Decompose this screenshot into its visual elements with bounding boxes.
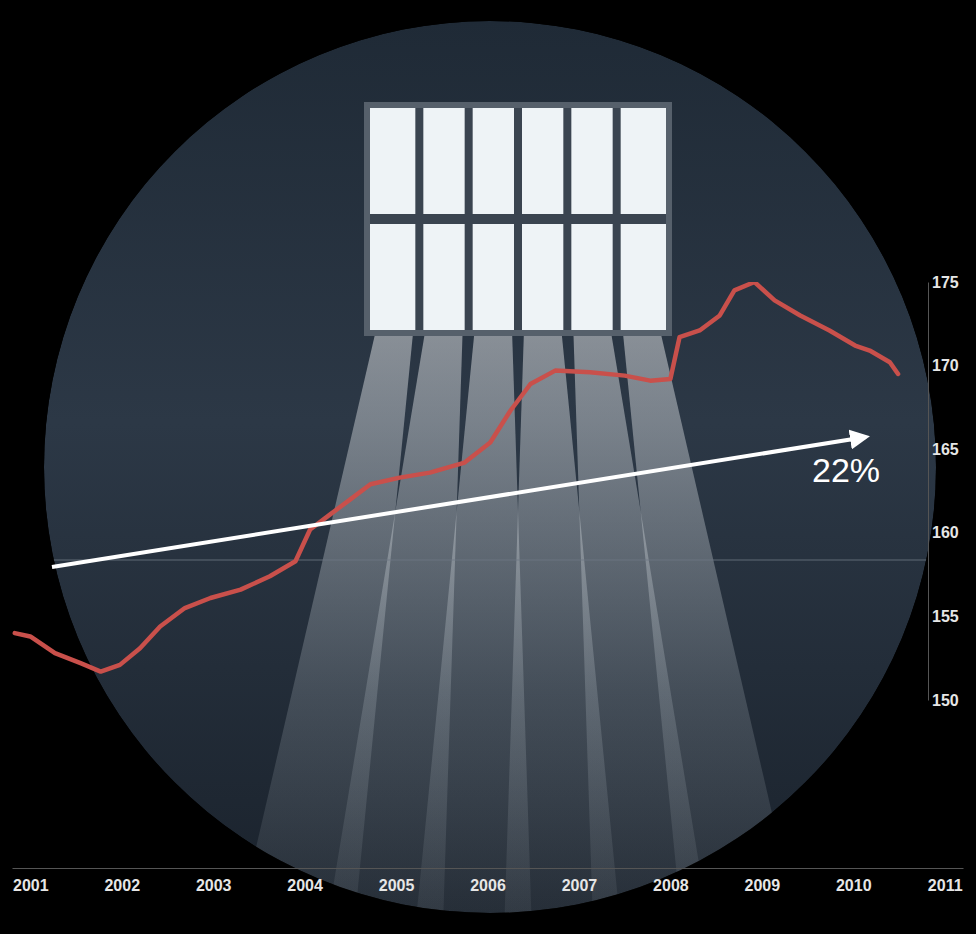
y-tick-label: 170	[932, 357, 959, 374]
x-tick: 2009	[745, 868, 781, 894]
line	[15, 282, 898, 672]
y-axis-line	[928, 283, 929, 701]
x-tick: 2004	[287, 868, 323, 894]
x-axis-line	[13, 868, 964, 869]
y-tick: 170	[928, 357, 959, 374]
light-ray	[623, 330, 800, 934]
x-tick-label: 2009	[745, 877, 781, 894]
x-tick-label: 2007	[562, 877, 598, 894]
y-tick-label: 150	[932, 692, 959, 709]
y-tick: 150	[928, 692, 959, 709]
y-tick: 160	[928, 524, 959, 541]
y-tick-label: 155	[932, 608, 959, 625]
x-tick: 2005	[379, 868, 415, 894]
x-tick: 2007	[562, 868, 598, 894]
arrow	[52, 437, 866, 567]
y-tick-label: 175	[932, 274, 959, 291]
x-tick: 2008	[653, 868, 689, 894]
x-tick-label: 2001	[13, 877, 49, 894]
x-tick: 2006	[470, 868, 506, 894]
x-tick: 2003	[196, 868, 232, 894]
y-tick-label: 165	[932, 441, 959, 458]
background	[0, 21, 976, 934]
annotation: 22%	[812, 451, 880, 489]
x-tick: 2002	[104, 868, 140, 894]
y-tick: 175	[928, 274, 959, 291]
x-tick-label: 2005	[379, 877, 415, 894]
y-tick: 165	[928, 441, 959, 458]
x-tick-label: 2008	[653, 877, 689, 894]
x-tick-label: 2011	[928, 877, 963, 894]
y-axis: 150 155 160 165 170 175	[928, 274, 959, 709]
window	[370, 108, 666, 330]
y-tick: 155	[928, 608, 959, 625]
x-axis: 2001 2002 2003 2004 2005 2006 2007 2008 2009 2010…	[13, 868, 964, 894]
x-tick-label: 2006	[470, 877, 506, 894]
wall-line	[0, 559, 976, 561]
window-frame	[364, 102, 672, 336]
x-tick: 2011	[928, 868, 963, 894]
plot-area	[15, 282, 898, 672]
chart: 2001 2002 2003 2004 2005 2006 2007 2008 2009 2010…	[0, 0, 976, 934]
x-tick-label: 2002	[104, 877, 140, 894]
x-tick: 2010	[836, 868, 872, 894]
x-tick-label: 2010	[836, 877, 872, 894]
x-tick: 2001	[13, 868, 49, 894]
x-tick-label: 2003	[196, 877, 232, 894]
window-bar	[370, 214, 666, 224]
x-tick-label: 2004	[287, 877, 323, 894]
y-tick-label: 160	[932, 524, 959, 541]
